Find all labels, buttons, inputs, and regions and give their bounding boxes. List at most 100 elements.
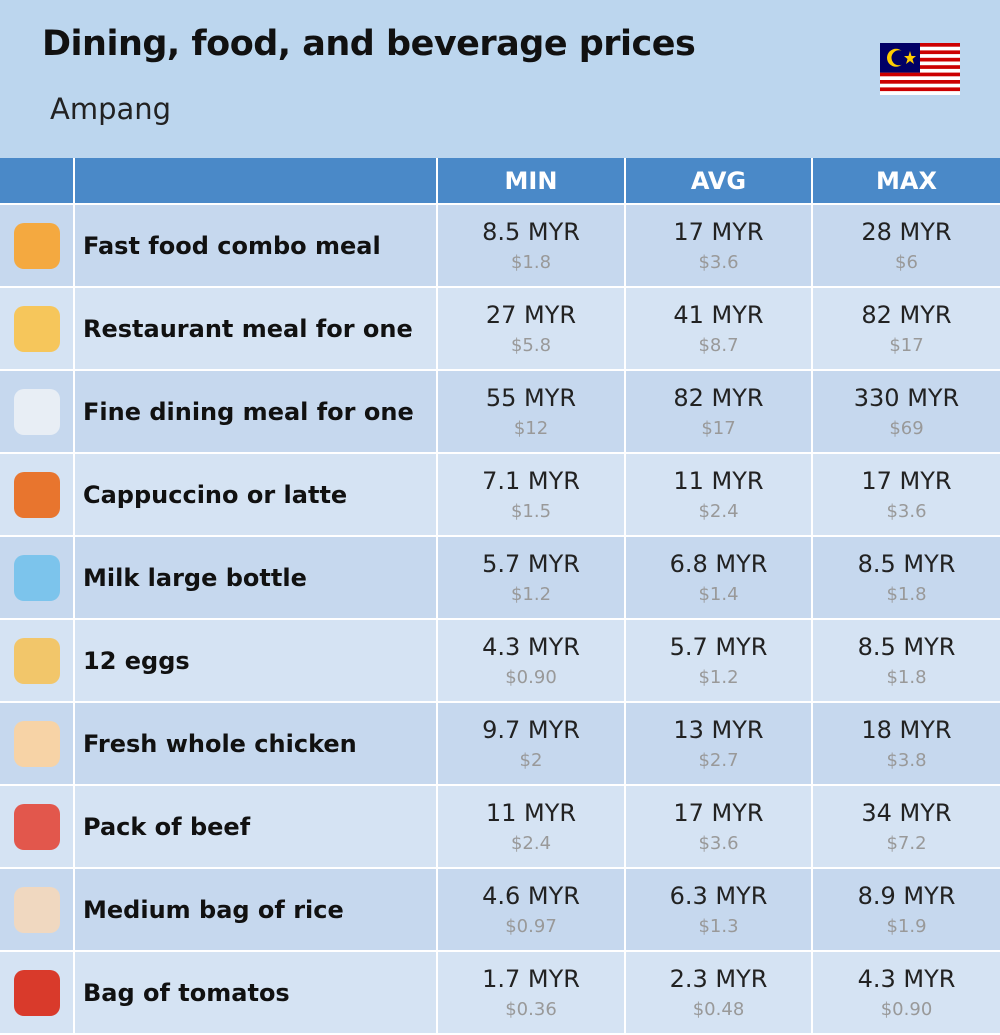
item-label: 12 eggs bbox=[75, 620, 438, 703]
icon-cell bbox=[0, 786, 75, 869]
table-row: 12 eggs 4.3 MYR $0.90 5.7 MYR $1.2 8.5 MYR $1.… bbox=[0, 620, 1000, 703]
table-row: Fine dining meal for one 55 MYR $12 82 MYR $… bbox=[0, 371, 1000, 454]
local-price: 8.9 MYR bbox=[857, 882, 956, 910]
local-price: 4.3 MYR bbox=[857, 965, 956, 993]
column-header: MIN bbox=[438, 158, 626, 205]
icon-cell bbox=[0, 869, 75, 952]
usd-price: $3.6 bbox=[698, 252, 739, 273]
local-price: 82 MYR bbox=[673, 384, 764, 412]
local-price: 11 MYR bbox=[673, 467, 764, 495]
local-price: 6.3 MYR bbox=[669, 882, 768, 910]
table-row: Milk large bottle 5.7 MYR $1.2 6.8 MYR $1.4 8… bbox=[0, 537, 1000, 620]
usd-price: $17 bbox=[889, 335, 924, 356]
usd-price: $12 bbox=[513, 418, 549, 439]
local-price: 17 MYR bbox=[861, 467, 952, 495]
header-row: MIN AVG MAX bbox=[0, 158, 1000, 205]
item-label: Milk large bottle bbox=[75, 537, 438, 620]
icon-cell bbox=[0, 288, 75, 371]
price-cell: 18 MYR $3.8 bbox=[813, 703, 1000, 786]
icon-cell bbox=[0, 371, 75, 454]
usd-price: $1.2 bbox=[510, 584, 552, 605]
item-icon bbox=[13, 388, 60, 435]
local-price: 8.5 MYR bbox=[482, 218, 580, 246]
local-price: 17 MYR bbox=[673, 218, 764, 246]
usd-price: $0.97 bbox=[505, 916, 557, 937]
item-icon bbox=[13, 637, 60, 684]
price-cell: 13 MYR $2.7 bbox=[626, 703, 813, 786]
usd-price: $0.90 bbox=[880, 999, 933, 1020]
price-cell: 55 MYR $12 bbox=[438, 371, 626, 454]
price-cell: 17 MYR $3.6 bbox=[813, 454, 1000, 537]
price-table: MIN AVG MAX Fast food combo meal 8.5 MYR $1.… bbox=[0, 158, 1000, 1035]
item-icon bbox=[13, 554, 60, 601]
usd-price: $5.8 bbox=[510, 335, 552, 356]
item-label: Restaurant meal for one bbox=[75, 288, 438, 371]
usd-price: $2 bbox=[519, 750, 543, 771]
usd-price: $1.4 bbox=[698, 584, 739, 605]
item-label: Bag of tomatos bbox=[75, 952, 438, 1035]
item-icon bbox=[13, 305, 60, 352]
icon-cell bbox=[0, 703, 75, 786]
table-row: Fast food combo meal 8.5 MYR $1.8 17 MYR $3.… bbox=[0, 205, 1000, 288]
local-price: 13 MYR bbox=[673, 716, 764, 744]
header-cell bbox=[75, 158, 438, 205]
price-cell: 4.3 MYR $0.90 bbox=[813, 952, 1000, 1035]
icon-cell bbox=[0, 952, 75, 1035]
icon-cell bbox=[0, 620, 75, 703]
price-cell: 11 MYR $2.4 bbox=[438, 786, 626, 869]
local-price: 41 MYR bbox=[673, 301, 764, 329]
usd-price: $1.8 bbox=[886, 584, 927, 605]
price-cell: 82 MYR $17 bbox=[813, 288, 1000, 371]
price-cell: 2.3 MYR $0.48 bbox=[626, 952, 813, 1035]
table-row: Bag of tomatos 1.7 MYR $0.36 2.3 MYR $0.48 4.… bbox=[0, 952, 1000, 1035]
price-cell: 7.1 MYR $1.5 bbox=[438, 454, 626, 537]
column-header: AVG bbox=[626, 158, 813, 205]
usd-price: $1.9 bbox=[886, 916, 927, 937]
local-price: 18 MYR bbox=[861, 716, 952, 744]
local-price: 5.7 MYR bbox=[669, 633, 768, 661]
usd-price: $69 bbox=[889, 418, 924, 439]
usd-price: $2.4 bbox=[510, 833, 552, 854]
local-price: 5.7 MYR bbox=[482, 550, 580, 578]
item-label: Fresh whole chicken bbox=[75, 703, 438, 786]
price-cell: 6.3 MYR $1.3 bbox=[626, 869, 813, 952]
local-price: 17 MYR bbox=[673, 799, 764, 827]
item-icon bbox=[13, 471, 60, 518]
price-cell: 82 MYR $17 bbox=[626, 371, 813, 454]
usd-price: $0.90 bbox=[505, 667, 557, 688]
local-price: 28 MYR bbox=[861, 218, 952, 246]
icon-cell bbox=[0, 205, 75, 288]
item-icon bbox=[13, 886, 60, 933]
price-cell: 330 MYR $69 bbox=[813, 371, 1000, 454]
price-cell: 4.6 MYR $0.97 bbox=[438, 869, 626, 952]
item-label: Fine dining meal for one bbox=[75, 371, 438, 454]
local-price: 55 MYR bbox=[485, 384, 577, 412]
local-price: 9.7 MYR bbox=[482, 716, 580, 744]
item-icon bbox=[13, 803, 60, 850]
price-cell: 27 MYR $5.8 bbox=[438, 288, 626, 371]
price-cell: 17 MYR $3.6 bbox=[626, 205, 813, 288]
usd-price: $17 bbox=[701, 418, 736, 439]
local-price: 11 MYR bbox=[485, 799, 577, 827]
local-price: 7.1 MYR bbox=[482, 467, 580, 495]
price-cell: 8.5 MYR $1.8 bbox=[438, 205, 626, 288]
column-header: MAX bbox=[813, 158, 1000, 205]
item-icon bbox=[13, 222, 60, 269]
usd-price: $2.4 bbox=[698, 501, 739, 522]
usd-price: $1.2 bbox=[698, 667, 739, 688]
price-cell: 8.5 MYR $1.8 bbox=[813, 620, 1000, 703]
item-icon bbox=[13, 720, 60, 767]
price-cell: 8.5 MYR $1.8 bbox=[813, 537, 1000, 620]
table-row: Fresh whole chicken 9.7 MYR $2 13 MYR $2.7 18… bbox=[0, 703, 1000, 786]
price-cell: 1.7 MYR $0.36 bbox=[438, 952, 626, 1035]
price-cell: 9.7 MYR $2 bbox=[438, 703, 626, 786]
table-row: Pack of beef 11 MYR $2.4 17 MYR $3.6 34 MYR $7… bbox=[0, 786, 1000, 869]
usd-price: $8.7 bbox=[698, 335, 739, 356]
item-label: Medium bag of rice bbox=[75, 869, 438, 952]
usd-price: $1.8 bbox=[886, 667, 927, 688]
header: Dining, food, and beverage prices Ampang bbox=[0, 0, 1000, 158]
price-cell: 4.3 MYR $0.90 bbox=[438, 620, 626, 703]
local-price: 34 MYR bbox=[861, 799, 952, 827]
local-price: 2.3 MYR bbox=[669, 965, 768, 993]
price-cell: 17 MYR $3.6 bbox=[626, 786, 813, 869]
